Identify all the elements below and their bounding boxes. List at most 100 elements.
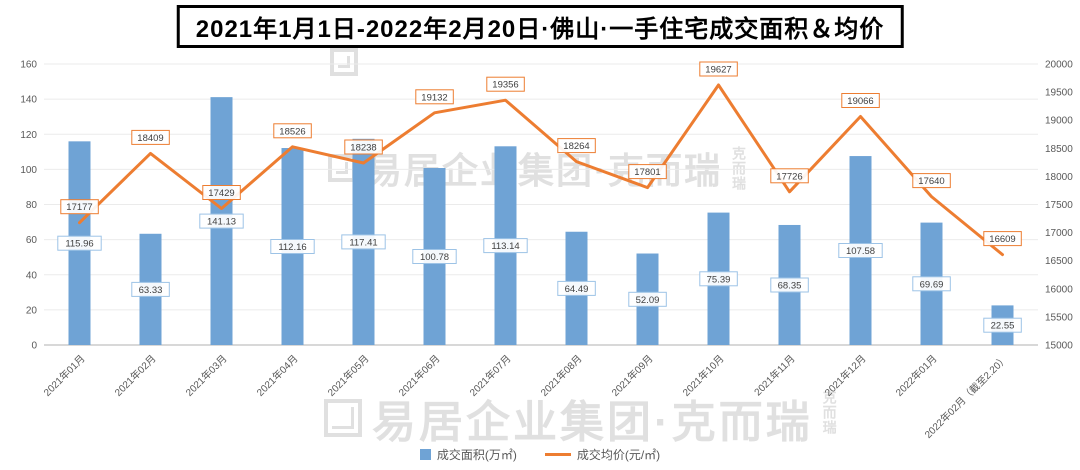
watermark-vertical-text: 克而瑞 (731, 146, 747, 191)
x-axis-label: 2021年01月 (41, 352, 88, 399)
watermark-text: 易居企业集团·克而瑞 (372, 398, 813, 447)
right-axis-tick: 15000 (1045, 341, 1073, 352)
cric-logo-icon (324, 399, 362, 437)
right-axis-tick: 20000 (1045, 60, 1073, 71)
price-value-label: 18238 (350, 143, 376, 154)
bar-value-label: 64.49 (565, 284, 589, 295)
x-axis-label: 2021年09月 (609, 352, 656, 399)
bar-value-label-box (912, 276, 951, 292)
left-axis-tick: 100 (20, 165, 37, 176)
bar-value-label: 75.39 (707, 274, 731, 285)
x-axis-label: 2021年11月 (751, 352, 797, 398)
price-value-label-box (557, 138, 596, 154)
bar-value-label-box (270, 239, 315, 254)
price-value-label-box (699, 61, 738, 77)
price-value-label-box (841, 93, 880, 108)
bar-value-label-box (412, 249, 457, 264)
x-axis-label: 2022年01月 (893, 352, 940, 399)
watermark-vertical-text: 克而瑞 (821, 390, 838, 435)
right-axis-tick: 17000 (1045, 228, 1073, 239)
price-value-label-box (983, 231, 1022, 247)
bar-value-label-box (983, 317, 1022, 333)
price-value-label: 17726 (776, 171, 802, 182)
bar-value-label-box (557, 280, 596, 296)
x-axis-label: 2021年03月 (183, 352, 230, 399)
right-axis-tick: 19000 (1045, 116, 1073, 127)
left-axis-tick: 120 (20, 130, 37, 141)
bar-value-label: 63.33 (139, 285, 163, 296)
bar-value-label: 107.58 (846, 246, 875, 257)
bar-value-label: 113.14 (491, 241, 519, 252)
price-value-label-box (415, 89, 454, 105)
price-value-label: 19627 (705, 64, 731, 75)
price-value-label-box (628, 164, 667, 180)
bar-value-label-box (838, 243, 883, 258)
left-axis-tick: 80 (26, 200, 38, 211)
price-value-label: 17801 (634, 167, 660, 178)
watermark-bottom: 易居企业集团·克而瑞 克而瑞 (324, 386, 838, 450)
bar-value-label-box (699, 271, 738, 287)
right-axis-tick: 16500 (1045, 256, 1073, 267)
x-axis-label: 2021年06月 (396, 352, 443, 399)
bar-value-label: 68.35 (778, 280, 802, 291)
bar-series-swatch-icon (419, 449, 431, 460)
left-axis-tick: 40 (26, 270, 38, 281)
x-axis-label: 2021年02月 (112, 352, 159, 399)
price-value-label: 17429 (208, 188, 234, 199)
left-axis-tick: 60 (26, 235, 38, 246)
bar-value-label-box (131, 281, 170, 297)
bar-value-label: 112.16 (278, 242, 306, 253)
right-axis-tick: 15500 (1045, 312, 1073, 323)
watermark-top (330, 48, 358, 76)
bar-value-label-box (341, 234, 386, 250)
chart-legend: 成交面积(万㎡) 成交均价(元/㎡) (0, 446, 1080, 463)
bar-value-label-box (483, 238, 528, 254)
price-value-label: 17177 (66, 202, 92, 213)
price-value-label-box (486, 76, 525, 92)
right-axis-tick: 16000 (1045, 284, 1073, 295)
bar-value-label: 100.78 (420, 252, 449, 263)
price-value-label-box (273, 123, 312, 139)
bar-value-label-box (628, 291, 667, 307)
left-axis-tick: 160 (20, 60, 37, 71)
price-value-label-box (912, 173, 951, 189)
bar-value-label-box (199, 213, 244, 229)
x-axis-label: 2021年12月 (822, 352, 869, 399)
x-axis-label: 2021年10月 (680, 352, 727, 399)
price-value-label-box (131, 129, 170, 145)
price-value-label-box (344, 139, 383, 155)
price-value-label: 19132 (421, 92, 447, 103)
price-value-label: 19066 (847, 96, 873, 107)
right-axis-tick: 19500 (1045, 88, 1073, 99)
left-axis-tick: 0 (31, 341, 37, 352)
legend-area-label: 成交面积(万㎡) (436, 448, 517, 462)
cric-logo-icon (330, 48, 358, 76)
price-value-label: 19356 (492, 80, 518, 91)
left-axis-tick: 140 (20, 95, 37, 106)
right-axis-tick: 17500 (1045, 200, 1073, 211)
bar-value-label-box (770, 277, 809, 293)
bar-value-label: 141.13 (207, 217, 236, 228)
right-axis-tick: 18000 (1045, 172, 1073, 183)
bar-value-label: 52.09 (636, 295, 660, 306)
right-axis-tick: 18500 (1045, 144, 1073, 155)
price-value-label: 18264 (563, 141, 589, 152)
chart-title: 2021年1月1日-2022年2月20日·佛山·一手住宅成交面积＆均价 (176, 5, 904, 48)
left-axis-tick: 20 (26, 305, 38, 316)
price-value-label-box (202, 185, 241, 200)
bar-value-label: 117.41 (349, 237, 377, 248)
price-value-label: 16609 (989, 234, 1015, 245)
price-value-label-box (770, 168, 809, 184)
bar-value-label-box (57, 235, 102, 251)
x-axis-label: 2021年05月 (325, 352, 372, 399)
price-value-label: 18526 (279, 126, 305, 137)
price-value-label: 17640 (918, 176, 944, 187)
legend-item-price: 成交均价(元/㎡) (544, 446, 661, 463)
legend-item-area: 成交面积(万㎡) (419, 446, 517, 463)
price-value-label: 18409 (137, 133, 163, 144)
legend-price-label: 成交均价(元/㎡) (576, 448, 661, 462)
x-axis-label: 2021年07月 (467, 352, 514, 399)
x-axis-label: 2021年04月 (254, 352, 301, 399)
